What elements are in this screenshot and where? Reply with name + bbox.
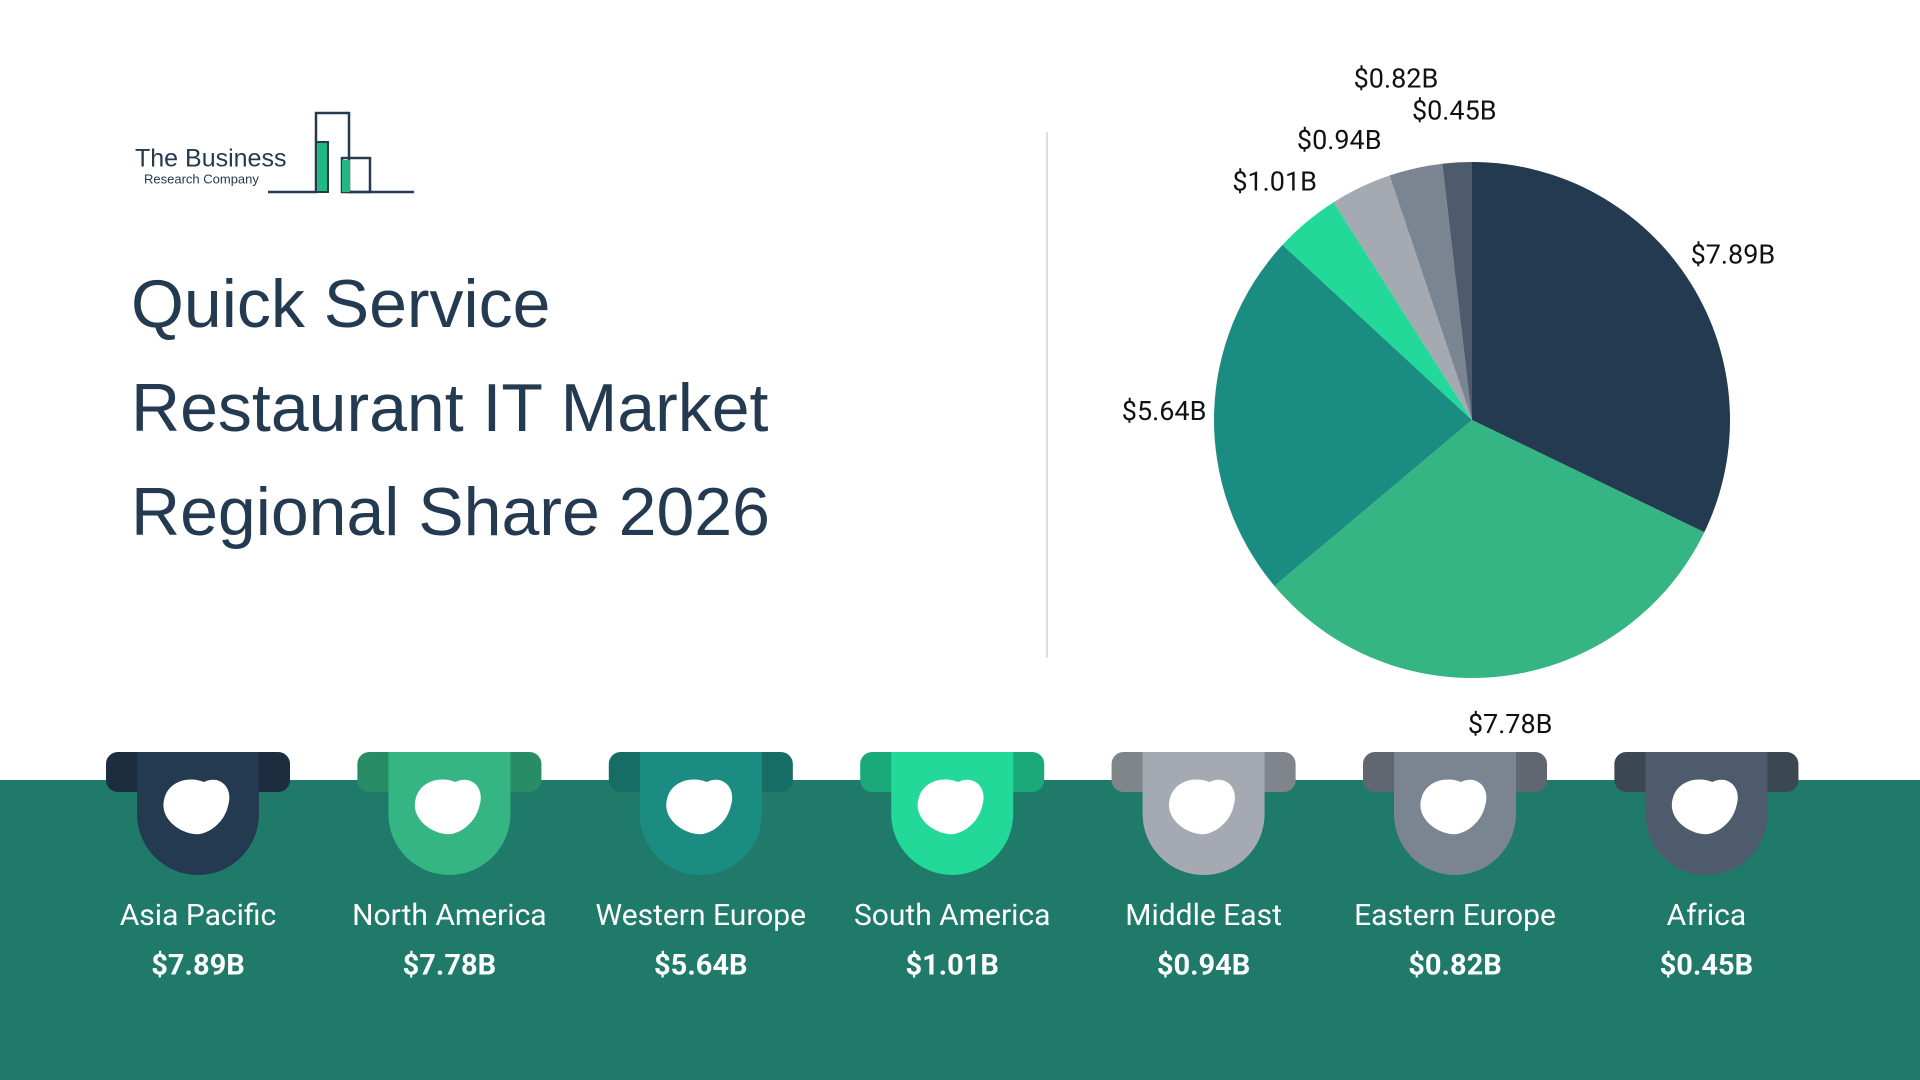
region-name: Western Europe xyxy=(596,898,807,933)
region-name: Asia Pacific xyxy=(120,898,277,933)
region-card: North America $7.78B xyxy=(352,752,547,983)
region-value: $5.64B xyxy=(654,949,747,983)
slice-label: $0.82B xyxy=(1354,63,1439,95)
region-value: $7.78B xyxy=(403,949,496,983)
pie-slice xyxy=(1282,202,1472,420)
region-value: $7.89B xyxy=(151,949,244,983)
logo: The Business Research Company xyxy=(135,111,414,194)
region-icon xyxy=(666,779,733,835)
region-name: Africa xyxy=(1667,898,1746,933)
slice-label: $5.64B xyxy=(1122,395,1207,427)
region-name: Eastern Europe xyxy=(1354,898,1556,933)
pie-slice xyxy=(1442,162,1472,420)
region-icon xyxy=(1671,779,1738,835)
region-card: Western Europe $5.64B xyxy=(596,752,807,983)
logo-subtitle: Research Company xyxy=(144,171,259,186)
region-name: North America xyxy=(352,898,546,933)
logo-name: The Business xyxy=(135,145,286,173)
region-card: Asia Pacific $7.89B xyxy=(106,752,290,983)
pie-slice xyxy=(1472,162,1731,533)
slice-label: $0.94B xyxy=(1297,124,1382,156)
region-value: $0.45B xyxy=(1660,949,1753,983)
region-icon xyxy=(1169,779,1236,835)
slice-label: $1.01B xyxy=(1232,166,1317,198)
region-card: Middle East $0.94B xyxy=(1111,752,1296,983)
region-card: Eastern Europe $0.82B xyxy=(1354,752,1556,983)
region-name: South America xyxy=(854,898,1051,933)
region-card: Africa $0.45B xyxy=(1614,752,1799,983)
logo-bar xyxy=(342,160,350,192)
region-icon xyxy=(414,779,481,835)
region-icon xyxy=(1420,779,1487,835)
pie-slice xyxy=(1274,420,1705,679)
slice-label: $7.89B xyxy=(1691,238,1776,270)
region-value: $1.01B xyxy=(905,949,998,983)
pie-slice xyxy=(1333,175,1472,420)
region-name: Middle East xyxy=(1125,898,1282,933)
region-icon xyxy=(163,779,230,835)
region-card: South America $1.01B xyxy=(854,752,1051,983)
pie-slice xyxy=(1389,163,1472,420)
slice-label: $0.45B xyxy=(1412,95,1497,127)
pie-slice xyxy=(1214,244,1472,586)
region-value: $0.94B xyxy=(1157,949,1250,983)
region-icon xyxy=(917,779,984,835)
slice-label: $7.78B xyxy=(1468,708,1553,740)
region-value: $0.82B xyxy=(1408,949,1501,983)
logo-bar xyxy=(315,141,329,193)
chart-title: Quick Service Restaurant IT Market Regio… xyxy=(131,266,770,550)
